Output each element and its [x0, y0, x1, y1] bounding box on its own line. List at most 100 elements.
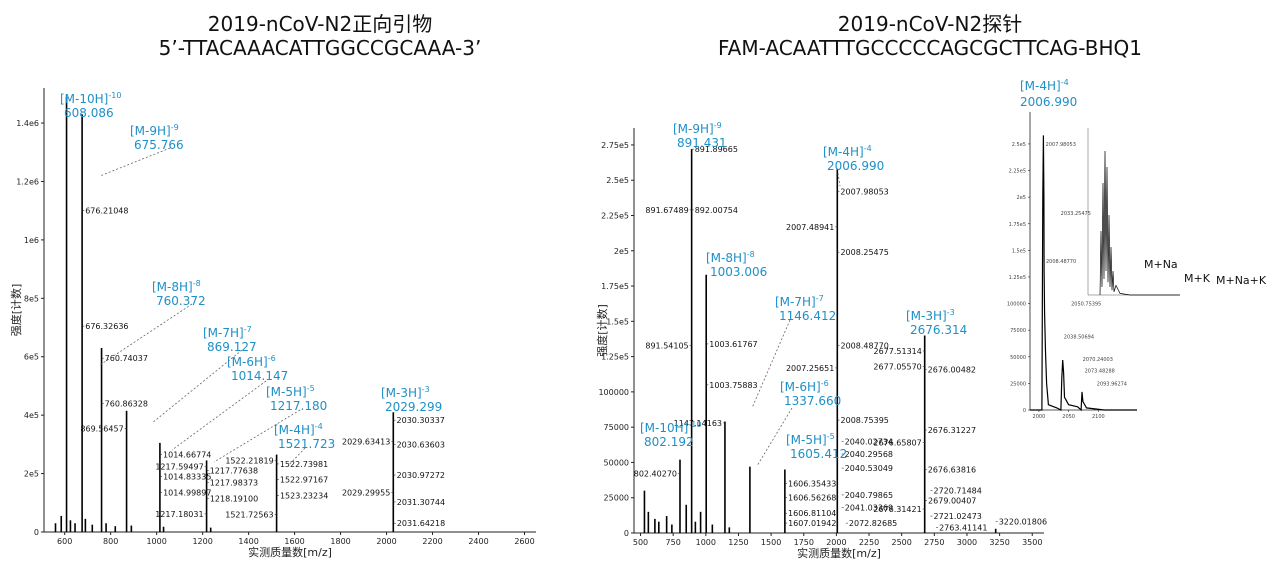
adduct-label-k: M+K	[1184, 272, 1211, 285]
peak-mz-label: 1217.18031	[155, 510, 203, 519]
inset-peak-label: 2070.24003	[1083, 357, 1113, 363]
inset-y-tick-label: 2e5	[1017, 195, 1026, 201]
ion-mz-value: 2029.299	[385, 400, 442, 414]
ion-annotation: [M-4H]-4	[823, 144, 872, 159]
peak-mz-label: 2676.31421	[873, 505, 921, 514]
peak-mz-label: 2040.53049	[845, 464, 893, 473]
ion-mz-value: 869.127	[207, 340, 257, 354]
peak-mz-label: 2029.29955	[342, 489, 390, 498]
peak-mz-label: 1606.56268	[788, 494, 836, 503]
ion-mz-value: 891.431	[677, 136, 727, 150]
peak-mz-label: 891.89665	[695, 145, 738, 154]
x-tick-label: 1500	[761, 538, 781, 547]
ion-annotation: [M-10H]-10	[640, 420, 701, 435]
peak-mz-label: 1014.66774	[163, 451, 211, 460]
peak-mz-label: 760.74037	[105, 354, 148, 363]
peak-mz-label: 2721.02473	[934, 512, 982, 521]
peak-mz-label: 802.40270	[634, 470, 677, 479]
inset-peak-label: 2038.50694	[1064, 335, 1094, 341]
inset-y-tick-label: 1.75e5	[1009, 222, 1026, 228]
x-tick-label: 1250	[728, 538, 748, 547]
peak-mz-label: 1521.72563	[225, 510, 273, 519]
peak-mz-label: 2676.00482	[928, 365, 976, 374]
x-tick-label: 3000	[957, 538, 977, 547]
inset-spectrum-trace	[1030, 135, 1137, 412]
inset-ion-mz-value: 2006.990	[1020, 95, 1077, 109]
peak-mz-label: 2008.75395	[841, 416, 889, 425]
peak-mz-label: 1217.77638	[210, 467, 258, 476]
peak-mz-label: 3220.01806	[999, 518, 1047, 527]
peak-mz-label: 1606.35433	[788, 480, 836, 489]
annotation-leader-line	[151, 349, 243, 424]
peak-mz-label: 1522.97167	[280, 475, 328, 484]
peak-mz-label: 2031.64218	[397, 519, 445, 528]
annotation-leader-line	[213, 409, 301, 463]
x-tick-label: 1800	[330, 537, 350, 546]
x-tick-label: 2200	[422, 537, 442, 546]
inset-ion-annotation: [M-4H]-4	[1020, 78, 1069, 93]
inset-x-tick-label: 2050	[1062, 414, 1075, 420]
inset-y-tick-label: 50000	[1010, 355, 1026, 361]
x-tick-label: 2600	[514, 537, 534, 546]
x-tick-label: 2500	[891, 538, 911, 547]
peak-mz-label: 2676.65807	[873, 439, 921, 448]
peak-mz-label: 2041.03369	[845, 504, 893, 513]
inset-peak-label: 2033.25475	[1061, 211, 1091, 217]
x-tick-label: 3500	[1022, 538, 1042, 547]
y-tick-label: 1.4e6	[16, 119, 39, 128]
peak-mz-label: 1217.59497	[155, 462, 203, 471]
x-tick-label: 1750	[794, 538, 814, 547]
y-tick-label: 2e5	[24, 470, 39, 479]
ion-mz-value: 2006.990	[827, 159, 884, 173]
x-tick-label: 1600	[284, 537, 304, 546]
inset-y-tick-label: 2.5e5	[1012, 142, 1026, 148]
y-tick-label: 2.5e5	[606, 176, 629, 185]
peak-mz-label: 1606.81104	[788, 509, 836, 518]
peak-mz-label: 1003.75883	[709, 381, 757, 390]
left-chart-title: 2019-nCoV-N2正向引物	[207, 12, 433, 36]
x-tick-label: 600	[57, 537, 72, 546]
ion-mz-value: 1146.412	[779, 309, 836, 323]
ion-annotation: [M-7H]-7	[203, 325, 252, 340]
ion-annotation: [M-6H]-6	[780, 379, 829, 394]
x-tick-label: 2000	[826, 538, 846, 547]
inset-y-tick-label: 1.5e5	[1012, 248, 1026, 254]
y-tick-label: 2e5	[614, 247, 629, 256]
ion-mz-value: 1605.412	[790, 447, 847, 461]
inset-peak-label: 2007.98053	[1046, 142, 1076, 148]
inset-y-tick-label: 100000	[1007, 302, 1026, 308]
peak-mz-label: 2007.48941	[786, 223, 834, 232]
peak-mz-label: 2029.63413	[342, 437, 390, 446]
inset-x-tick-label: 2000	[1033, 414, 1046, 420]
peak-mz-label: 676.32636	[85, 322, 128, 331]
nested-inset-trace	[1099, 150, 1180, 296]
y-tick-label: 2.75e5	[601, 141, 629, 150]
peak-mz-label: 2030.97272	[397, 471, 445, 480]
inset-y-tick-label: 0	[1023, 408, 1026, 414]
y-tick-label: 1.2e6	[16, 177, 39, 186]
peak-mz-label: 1014.99897	[163, 489, 211, 498]
peak-mz-label: 2763.41141	[939, 523, 987, 532]
peak-mz-label: 2030.63603	[397, 440, 445, 449]
inset-background	[985, 93, 1142, 413]
peak-mz-label: 2031.30744	[397, 498, 445, 507]
ion-annotation: [M-7H]-7	[775, 294, 824, 309]
ion-annotation: [M-8H]-8	[152, 279, 201, 294]
peak-mz-label: 2008.25475	[840, 248, 888, 257]
inset-peak-label: 2073.48288	[1085, 369, 1115, 375]
ion-mz-value: 675.766	[134, 138, 184, 152]
ion-mz-value: 2676.314	[910, 323, 967, 337]
annotation-leader-line	[837, 172, 841, 187]
annotation-leader-line	[99, 147, 171, 177]
peak-mz-label: 2679.00407	[928, 497, 976, 506]
annotation-leader-line	[171, 380, 267, 451]
ion-annotation: [M-5H]-5	[266, 384, 315, 399]
x-tick-label: 2250	[859, 538, 879, 547]
inset-y-tick-label: 75000	[1010, 328, 1026, 334]
inset-peak-label: 2008.48770	[1046, 259, 1076, 265]
peak-mz-label: 2040.02734	[845, 437, 893, 446]
peak-mz-label: 2676.63816	[928, 465, 976, 474]
x-tick-label: 1400	[238, 537, 258, 546]
y-tick-label: 1.25e5	[601, 353, 629, 362]
